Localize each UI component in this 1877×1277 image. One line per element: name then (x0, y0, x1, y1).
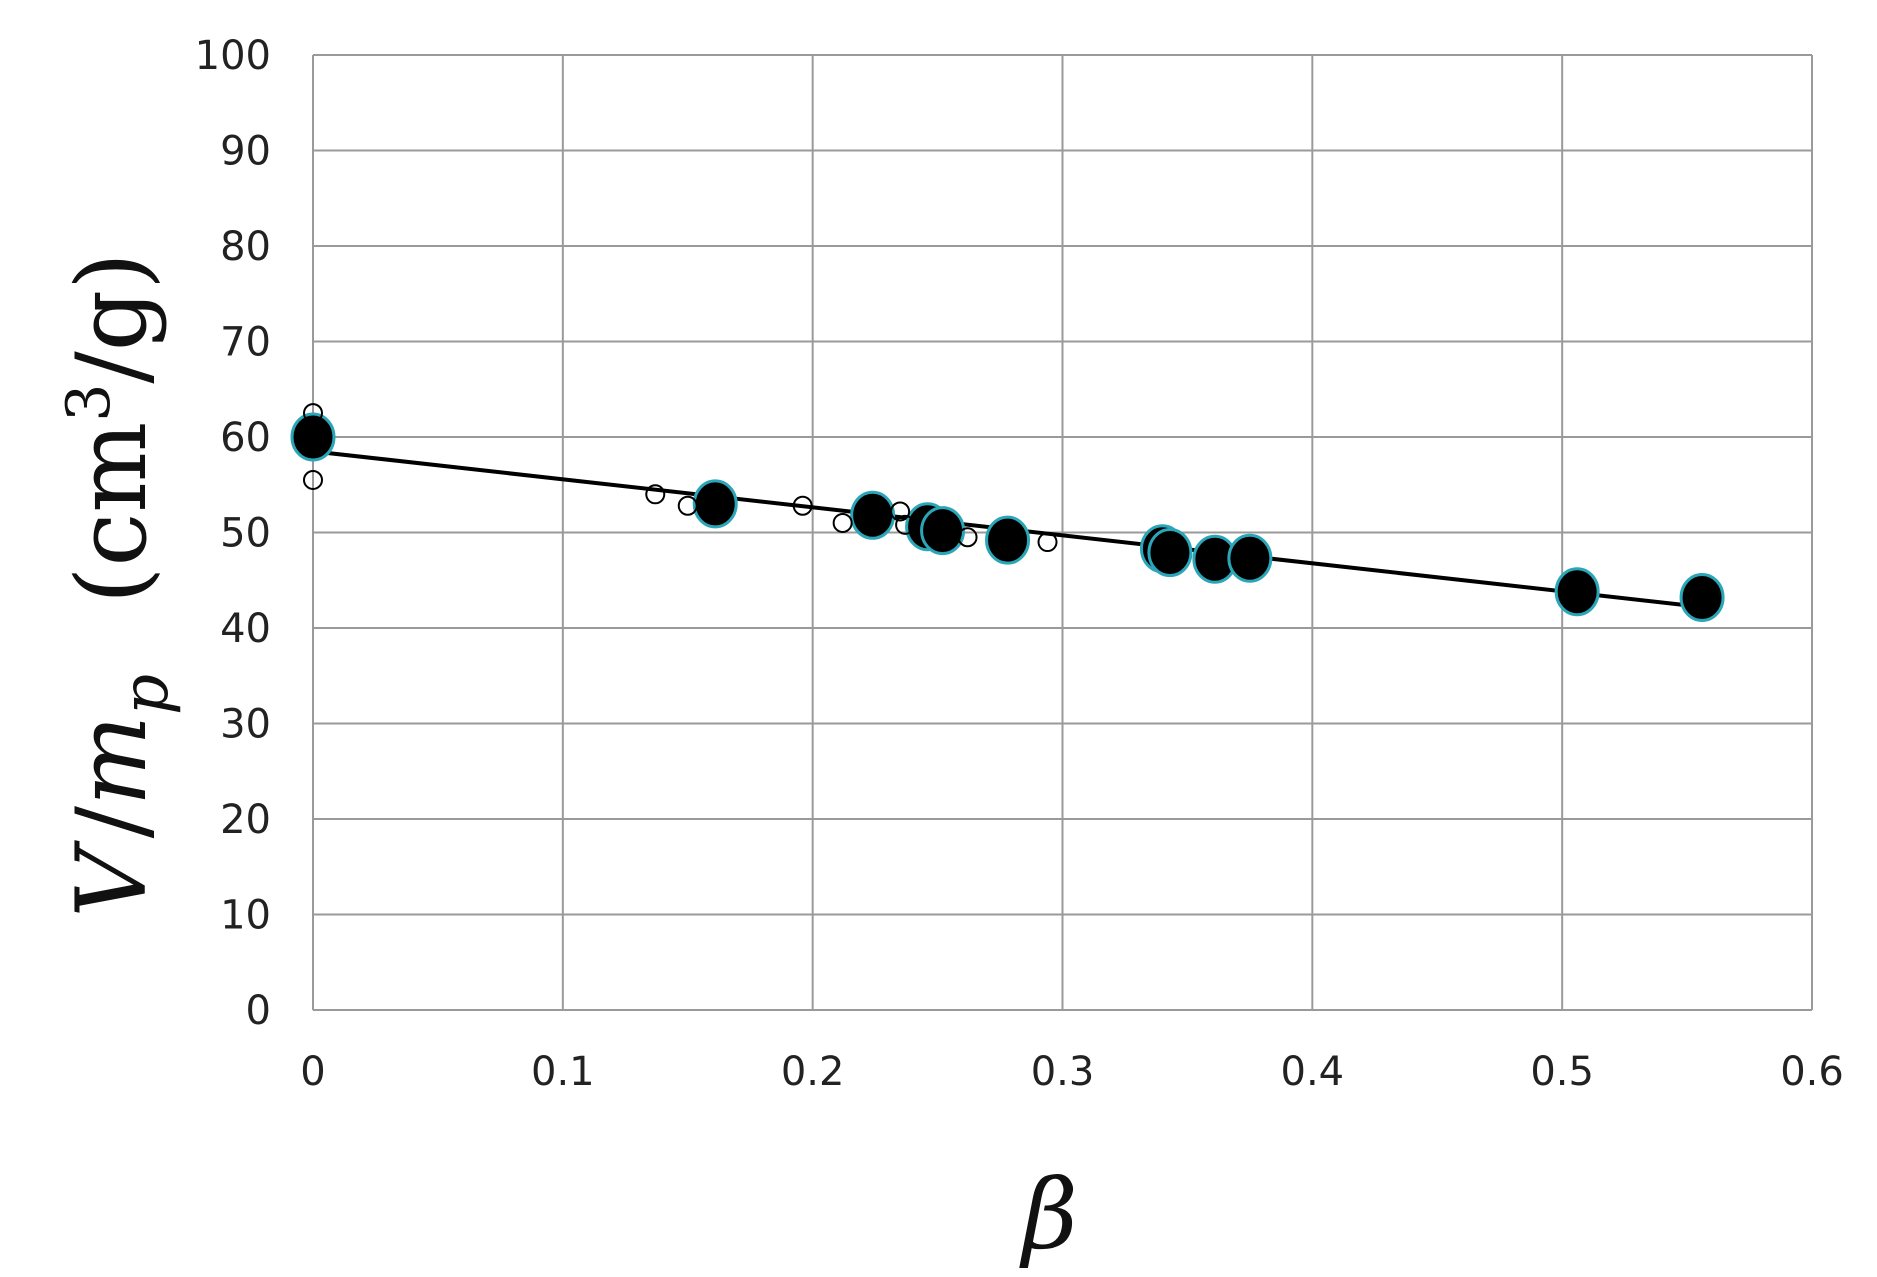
open-data-point (1037, 532, 1058, 553)
y-axis-title-subscript: p (109, 674, 183, 715)
y-axis-title: V/mp (cm3/g) (54, 252, 183, 917)
open-data-point (677, 495, 698, 516)
open-data-point (645, 484, 666, 505)
y-tick-label: 100 (195, 33, 271, 79)
open-data-point (303, 403, 323, 424)
svg-text:V/mp(cm3/g): V/mp (cm3/g) (54, 252, 183, 917)
y-tick-label: 70 (220, 320, 271, 366)
filled-data-point (1147, 528, 1193, 578)
x-tick-label: 0.2 (781, 1049, 845, 1095)
x-tick-label: 0 (300, 1049, 325, 1095)
y-tick-label: 60 (220, 415, 271, 461)
x-tick-label: 0.6 (1780, 1049, 1844, 1095)
y-tick-label: 50 (220, 511, 271, 557)
y-tick-label: 80 (220, 224, 271, 270)
open-data-point (832, 512, 853, 533)
filled-data-point (692, 479, 738, 529)
y-axis-title-m: m (56, 715, 168, 806)
grid-layer (312, 54, 1813, 1011)
y-tick-label: 90 (220, 129, 271, 175)
x-tick-label: 0.4 (1281, 1049, 1345, 1095)
y-tick-label: 20 (220, 797, 271, 843)
x-tick-label: 0.5 (1530, 1049, 1594, 1095)
x-axis-title: β (1019, 1159, 1078, 1271)
y-tick-label: 10 (220, 893, 271, 939)
open-data-point (792, 495, 813, 516)
y-tick-label: 40 (220, 606, 271, 652)
y-axis-title-unit-close: /g) (56, 252, 168, 383)
filled-data-point (1227, 533, 1273, 583)
marker-layer (290, 403, 1725, 622)
filled-data-point (850, 490, 896, 540)
open-data-point (957, 527, 978, 548)
y-tick-label: 0 (246, 988, 271, 1034)
x-tick-label: 0.1 (531, 1049, 595, 1095)
open-data-point (303, 469, 323, 490)
y-axis-title-unit-sup: 3 (54, 384, 124, 422)
y-axis-title-unit-open: (cm (56, 422, 168, 604)
y-axis-title-v: V (56, 840, 168, 918)
open-data-point (895, 514, 916, 535)
x-tick-label: 0.3 (1031, 1049, 1095, 1095)
tick-label-layer: 0 0.1 0.2 0.3 0.4 0.5 0.6 0 10 20 30 40 50 60 70 80 90 10… (195, 33, 1844, 1095)
y-axis-title-slash: / (56, 805, 168, 838)
filled-data-point (290, 412, 336, 462)
filled-data-point (1554, 567, 1600, 617)
filled-data-point (1679, 572, 1725, 622)
filled-data-point (985, 515, 1031, 565)
open-data-point (890, 501, 911, 522)
y-tick-label: 30 (220, 702, 271, 748)
filled-data-point (920, 506, 966, 556)
